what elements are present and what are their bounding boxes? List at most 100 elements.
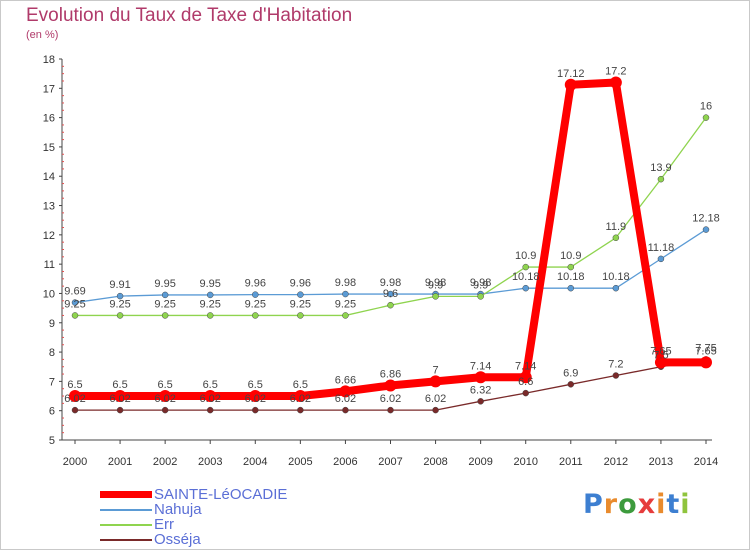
data-point-osseja [297,406,304,414]
data-label-nahuja: 9.96 [290,278,311,290]
data-label-nahuja: 9.98 [425,277,446,289]
chart-subtitle: (en %) [26,29,59,41]
chart-title: Evolution du Taux de Taxe d'Habitation [26,5,353,26]
data-point-sainte-leocadie [519,371,532,384]
data-point-sainte-leocadie [294,390,307,403]
data-point-osseja [477,398,484,405]
data-point-nahuja [161,291,169,299]
legend-swatch [100,491,152,498]
data-label-nahuja: 12.18 [692,213,720,225]
data-point-osseja [522,389,529,397]
logo-letter: r [603,489,619,520]
legend-swatch [100,524,152,526]
data-point-sainte-leocadie [564,78,577,91]
data-point-osseja [252,406,259,414]
data-label-osseja: 7.75 [695,342,716,354]
data-label-sainte-leocadie: 6.5 [248,379,263,391]
x-tick-label: 2004 [243,456,267,468]
data-point-sainte-leocadie [249,390,262,403]
legend-label: Osséja [154,531,201,548]
data-label-osseja: 6.6 [518,376,533,388]
logo-letter: x [637,489,657,520]
data-label-nahuja: 10.18 [557,271,585,283]
data-point-nahuja [116,292,124,300]
data-point-osseja [161,406,169,414]
data-point-err [161,312,169,319]
proxiti-logo: Proxiti [583,489,691,520]
data-label-sainte-leocadie: 6.5 [293,379,308,391]
x-tick-label: 2013 [649,456,673,468]
data-point-osseja [432,406,439,414]
data-point-nahuja [71,299,79,306]
x-tick-label: 2009 [468,456,492,468]
data-label-err: 9.25 [245,298,266,310]
y-tick-label: 6 [49,406,55,418]
data-label-nahuja: 9.91 [109,279,130,291]
data-label-osseja: 6.02 [425,393,446,405]
data-point-sainte-leocadie [384,379,397,392]
data-point-nahuja [612,284,620,292]
data-label-err: 9.25 [109,298,130,310]
data-point-nahuja [702,226,710,233]
data-point-sainte-leocadie [429,375,442,388]
data-point-err [342,312,349,319]
data-label-nahuja: 10.18 [602,271,630,283]
logo-letter: i [680,489,691,520]
data-label-sainte-leocadie: 6.5 [67,379,82,391]
data-point-osseja [567,381,575,388]
data-point-sainte-leocadie [654,356,667,369]
x-tick-label: 2005 [288,456,312,468]
data-label-sainte-leocadie: 7.65 [650,345,671,357]
x-tick-label: 2002 [153,456,177,468]
data-point-sainte-leocadie [700,356,712,369]
data-label-err: 9.25 [200,298,221,310]
y-tick-label: 17 [43,83,55,95]
data-point-osseja [71,406,79,414]
data-label-err: 9.6 [383,288,398,300]
data-label-sainte-leocadie: 17.12 [557,68,585,80]
y-tick-label: 5 [49,435,55,447]
data-label-nahuja: 9.98 [380,277,401,289]
data-point-err [432,293,439,300]
data-point-osseja [206,406,214,414]
data-point-nahuja [342,290,349,298]
logo-letter: o [618,489,638,520]
data-label-nahuja: 9.95 [154,278,175,290]
data-label-err: 16 [700,101,712,113]
y-tick-label: 12 [43,230,55,242]
data-label-nahuja: 9.96 [245,278,266,290]
data-point-err [702,114,710,121]
x-tick-label: 2010 [513,456,537,468]
data-label-sainte-leocadie: 7.14 [470,360,491,372]
data-label-sainte-leocadie: 17.2 [605,65,626,77]
data-label-sainte-leocadie: 6.5 [157,379,172,391]
data-point-err [612,234,620,242]
data-point-err [522,263,529,271]
data-point-err [567,263,575,271]
data-point-err [116,312,124,319]
y-tick-label: 11 [44,259,55,271]
data-point-sainte-leocadie [609,76,622,89]
data-point-err [206,312,214,319]
legend-label: Err [154,516,174,533]
legend-swatch [100,539,152,541]
data-point-sainte-leocadie [114,390,127,403]
data-label-osseja: 6.02 [245,393,266,405]
data-point-err [252,312,259,319]
series-line-sainte-leocadie [71,78,710,401]
data-label-err: 9.9 [473,279,488,291]
data-label-sainte-leocadie: 6.86 [380,368,401,380]
data-label-sainte-leocadie: 6.66 [335,374,356,386]
data-point-nahuja [206,291,214,299]
data-point-osseja [116,406,124,414]
data-label-osseja: 6.32 [470,384,491,396]
data-point-osseja [387,406,394,414]
data-point-err [71,312,79,319]
data-label-sainte-leocadie: 6.5 [112,379,127,391]
data-point-sainte-leocadie [474,371,487,384]
logo-letter: t [666,489,681,520]
data-point-nahuja [252,291,259,298]
data-label-nahuja: 9.69 [64,286,85,298]
data-label-err: 10.9 [515,250,536,262]
